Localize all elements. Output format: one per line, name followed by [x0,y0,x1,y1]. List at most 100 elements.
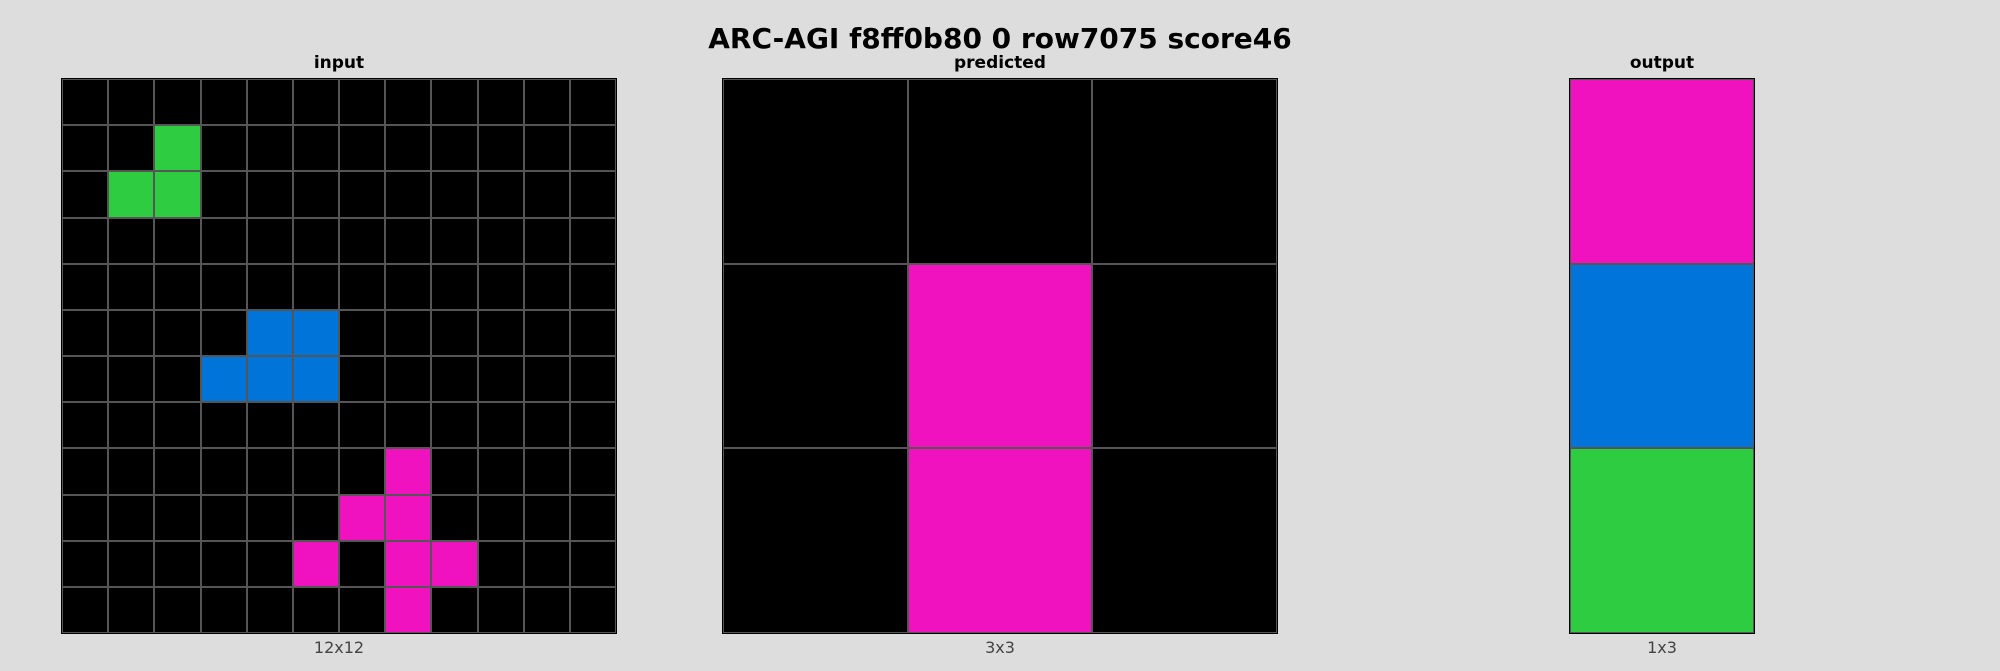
input-cell [108,309,155,356]
input-cell [339,171,386,218]
input-cell [108,402,155,449]
input-cell [292,309,339,356]
input-cell [477,540,524,587]
input-cell [523,309,570,356]
input-cell [523,540,570,587]
input-cell [569,171,616,218]
input-cell [385,448,432,495]
input-cell [154,540,201,587]
predicted-cell [1092,263,1277,449]
predicted-cell [907,448,1093,633]
input-cell [108,586,155,633]
input-cell [339,309,386,356]
input-cell [477,217,524,264]
input-cell [523,586,570,633]
input-cell [339,494,386,541]
input-cell [292,586,339,633]
predicted-grid [722,78,1278,634]
input-cell [477,402,524,449]
input-cell [523,448,570,495]
output-cell [1570,448,1754,633]
input-cell [569,125,616,172]
input-cell [385,309,432,356]
input-cell [246,217,293,264]
input-cell [431,540,478,587]
input-cell [339,540,386,587]
predicted-size-label: 3x3 [985,638,1015,657]
input-cell [108,263,155,310]
input-cell [569,309,616,356]
input-cell [246,356,293,403]
input-cell [339,263,386,310]
predicted-panel-title: predicted [954,53,1046,73]
input-cell [154,448,201,495]
input-cell [477,494,524,541]
input-cell [154,125,201,172]
input-cell [62,494,109,541]
input-cell [431,217,478,264]
input-cell [523,494,570,541]
input-cell [200,171,247,218]
input-cell [200,125,247,172]
input-cell [62,263,109,310]
input-cell [62,79,109,126]
input-cell [477,263,524,310]
input-cell [569,494,616,541]
input-cell [385,540,432,587]
input-cell [292,356,339,403]
input-cell [62,171,109,218]
input-cell [154,356,201,403]
input-cell [385,356,432,403]
output-cell [1570,263,1754,449]
input-grid [61,78,617,634]
input-cell [62,356,109,403]
input-cell [246,494,293,541]
input-cell [523,171,570,218]
input-cell [154,586,201,633]
input-cell [200,494,247,541]
input-cell [569,540,616,587]
input-cell [108,125,155,172]
input-cell [200,263,247,310]
input-cell [108,171,155,218]
input-cell [477,125,524,172]
input-cell [108,217,155,264]
input-cell [477,171,524,218]
input-cell [154,79,201,126]
input-cell [523,402,570,449]
input-cell [246,586,293,633]
predicted-cell [723,79,908,264]
input-cell [431,586,478,633]
figure-title: ARC-AGI f8ff0b80 0 row7075 score46 [708,22,1292,55]
input-cell [339,586,386,633]
input-cell [246,125,293,172]
input-cell [569,263,616,310]
predicted-cell [1092,79,1277,264]
input-cell [339,448,386,495]
predicted-cell [1092,448,1277,633]
input-cell [246,309,293,356]
input-cell [523,263,570,310]
input-cell [431,494,478,541]
input-cell [62,402,109,449]
input-cell [477,356,524,403]
predicted-cell [723,448,908,633]
input-cell [108,79,155,126]
input-cell [292,540,339,587]
input-cell [292,125,339,172]
input-cell [62,448,109,495]
input-cell [62,217,109,264]
input-cell [246,402,293,449]
input-cell [431,402,478,449]
input-cell [339,402,386,449]
output-grid [1569,78,1755,634]
input-cell [292,448,339,495]
input-cell [569,79,616,126]
input-cell [292,263,339,310]
input-cell [62,586,109,633]
input-cell [477,79,524,126]
input-cell [154,217,201,264]
input-cell [523,356,570,403]
input-cell [292,217,339,264]
